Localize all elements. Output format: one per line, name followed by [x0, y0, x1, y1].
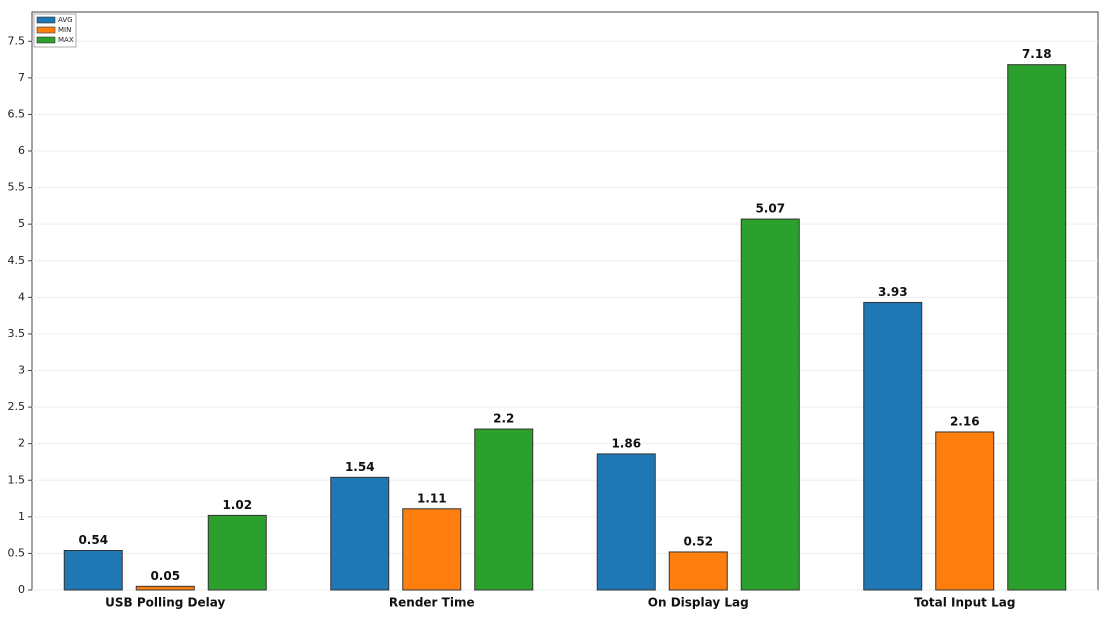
bar	[330, 476, 390, 591]
bar	[596, 453, 656, 591]
bar	[474, 428, 534, 591]
value-label: 0.54	[78, 533, 108, 547]
y-tick-label: 0.5	[8, 546, 26, 559]
bar	[63, 549, 123, 591]
bar	[740, 218, 800, 591]
y-tick-label: 7.5	[8, 34, 26, 47]
y-tick-label: 2	[18, 437, 25, 450]
legend-label: AVG	[58, 16, 73, 24]
y-tick-label: 4.5	[8, 254, 26, 267]
value-label: 0.05	[150, 569, 180, 583]
value-label: 7.18	[1022, 47, 1052, 61]
value-label: 1.54	[345, 460, 375, 474]
y-tick-label: 5	[18, 217, 25, 230]
value-label: 2.16	[950, 414, 980, 428]
bar	[1007, 64, 1067, 591]
legend-swatch	[36, 26, 56, 34]
bar	[863, 301, 923, 591]
value-label: 0.52	[683, 534, 713, 548]
value-label: 5.07	[755, 202, 785, 216]
y-tick-label: 1.5	[8, 473, 26, 486]
y-tick-label: 3.5	[8, 327, 26, 340]
y-tick-label: 6.5	[8, 107, 26, 120]
legend-swatch	[36, 36, 56, 44]
value-label: 3.93	[878, 285, 908, 299]
x-tick-label: Render Time	[389, 596, 475, 610]
value-label: 1.86	[611, 436, 641, 450]
y-tick-label: 1	[18, 510, 25, 523]
legend-label: MIN	[58, 26, 71, 34]
value-label: 1.02	[222, 498, 252, 512]
y-tick-label: 2.5	[8, 400, 26, 413]
y-tick-label: 4	[18, 290, 25, 303]
bar	[135, 585, 195, 591]
value-label: 1.11	[417, 491, 447, 505]
y-tick-label: 5.5	[8, 181, 26, 194]
bar	[207, 514, 267, 591]
bar	[668, 551, 728, 591]
bar	[402, 508, 462, 591]
x-tick-label: On Display Lag	[648, 596, 749, 610]
legend-label: MAX	[58, 36, 74, 44]
y-tick-label: 3	[18, 364, 25, 377]
legend-swatch	[36, 16, 56, 24]
y-tick-label: 6	[18, 144, 25, 157]
x-tick-label: Total Input Lag	[914, 596, 1015, 610]
y-tick-label: 7	[18, 71, 25, 84]
bar	[935, 431, 995, 591]
value-label: 2.2	[493, 412, 514, 426]
y-tick-label: 0	[18, 583, 25, 596]
x-tick-label: USB Polling Delay	[105, 596, 225, 610]
